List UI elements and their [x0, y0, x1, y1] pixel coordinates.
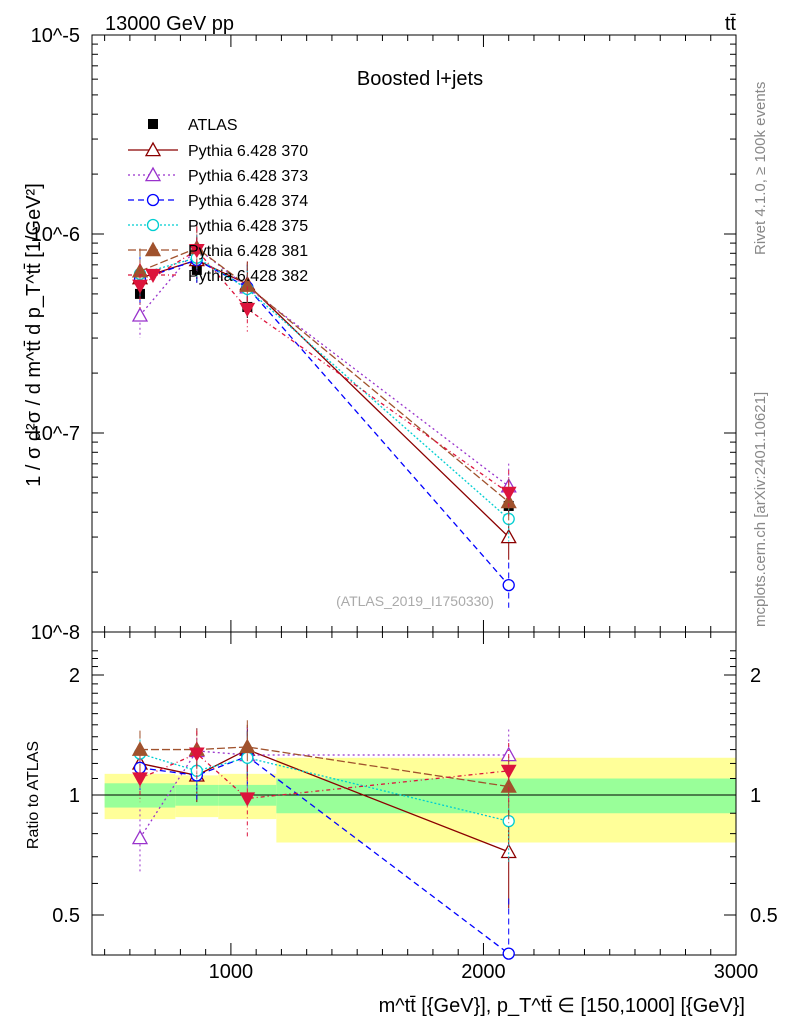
series-ratio — [131, 720, 517, 960]
ratio-tick-label-left: 1 — [69, 785, 80, 807]
legend-marker-p375 — [146, 218, 160, 232]
x-axis-label: m^tt̄ [{GeV}], p_T^tt̄ ∈ [150,1000] [{Ge… — [379, 995, 745, 1017]
series-line-p381 — [139, 247, 510, 503]
ratio-tick-label-left: 0.5 — [52, 905, 80, 927]
legend: ATLAS Pythia 6.428 370 Pythia 6.428 373 Pyt… — [128, 117, 308, 285]
frame-ratio — [91, 631, 737, 956]
series-point-p381 — [239, 277, 256, 292]
ratio-point-p373 — [131, 829, 149, 845]
x-tick-label: 1000 — [209, 961, 254, 983]
ratio-y-label: Ratio to ATLAS — [25, 741, 42, 849]
ratio-line-p370 — [139, 748, 509, 853]
y-tick-label: 10^-5 — [31, 25, 80, 47]
legend-label-p375: Pythia 6.428 375 — [188, 218, 308, 235]
legend-marker-p373 — [144, 166, 162, 182]
ratio-point-p382 — [132, 772, 148, 787]
series-main — [131, 225, 517, 608]
ratio-line-p374 — [139, 755, 510, 955]
series-point-p382 — [239, 302, 256, 318]
legend-label-atlas: ATLAS — [188, 117, 238, 134]
y-tick-label: 10^-8 — [31, 622, 80, 644]
series-line-p375 — [139, 257, 510, 520]
ratio-tick-label-right: 2 — [750, 665, 761, 687]
ratio-line-p373 — [139, 750, 509, 839]
ratio-point-p381 — [500, 778, 517, 793]
header-left: 13000 GeV pp — [105, 13, 234, 35]
ratio-line-p382 — [139, 752, 509, 800]
chart-title: Boosted l+jets — [357, 68, 483, 90]
series-point-p373 — [131, 307, 149, 322]
y-axis-label: 1 / σ d²σ / d m^tt̄ d p_T^tt̄ [1/GeV²] — [23, 183, 45, 487]
ratio-line-p375 — [139, 752, 509, 822]
series-point-p374 — [502, 578, 515, 592]
watermark: (ATLAS_2019_I1750330) — [336, 593, 494, 609]
y-tick-label: 10^-6 — [31, 224, 80, 246]
legend-marker-p370 — [144, 141, 162, 157]
legend-marker-atlas — [148, 119, 158, 129]
legend-marker-p381 — [144, 241, 162, 257]
ratio-point-p381 — [239, 738, 256, 754]
legend-marker-p374 — [146, 193, 160, 207]
legend-label-p382: Pythia 6.428 382 — [188, 268, 308, 285]
ratio-point-p381 — [131, 741, 149, 756]
series-point-p381 — [500, 493, 517, 509]
ratio-point-p382 — [500, 764, 517, 779]
header-right: tt̄ — [725, 13, 737, 35]
ratio-tick-label-right: 0.5 — [750, 905, 778, 927]
ratio-point-p382 — [188, 747, 205, 762]
y-tick-label: 10^-7 — [31, 423, 80, 445]
series-point-p382 — [188, 244, 205, 259]
ratio-tick-label-left: 2 — [69, 665, 80, 687]
legend-label-p373: Pythia 6.428 373 — [188, 168, 308, 185]
series-point-p382 — [500, 486, 517, 501]
x-tick-label: 3000 — [714, 961, 759, 983]
series-line-p370 — [139, 259, 510, 538]
series-point-p382 — [132, 279, 148, 294]
axes-ratio: 1000 2000 3000 0.5 0.5 1 1 2 2 — [52, 631, 778, 983]
rivet-label: Rivet 4.1.0, ≥ 100k events — [752, 82, 769, 255]
x-tick-label: 2000 — [461, 961, 506, 983]
uncertainty-bands-ratio — [92, 757, 736, 843]
legend-label-p381: Pythia 6.428 381 — [188, 243, 308, 260]
ratio-tick-label-right: 1 — [750, 785, 761, 807]
series-line-p374 — [139, 259, 510, 586]
legend-label-p370: Pythia 6.428 370 — [188, 143, 308, 160]
ratio-point-p382 — [239, 792, 256, 807]
source-label: mcplots.cern.ch [arXiv:2401.10621] — [752, 392, 769, 627]
legend-marker-p382 — [145, 268, 161, 284]
ratio-point-p370 — [500, 843, 517, 859]
series-line-p382 — [139, 249, 510, 494]
ratio-point-p374 — [502, 947, 515, 960]
ratio-line-p381 — [139, 746, 509, 788]
legend-label-p374: Pythia 6.428 374 — [188, 193, 308, 210]
